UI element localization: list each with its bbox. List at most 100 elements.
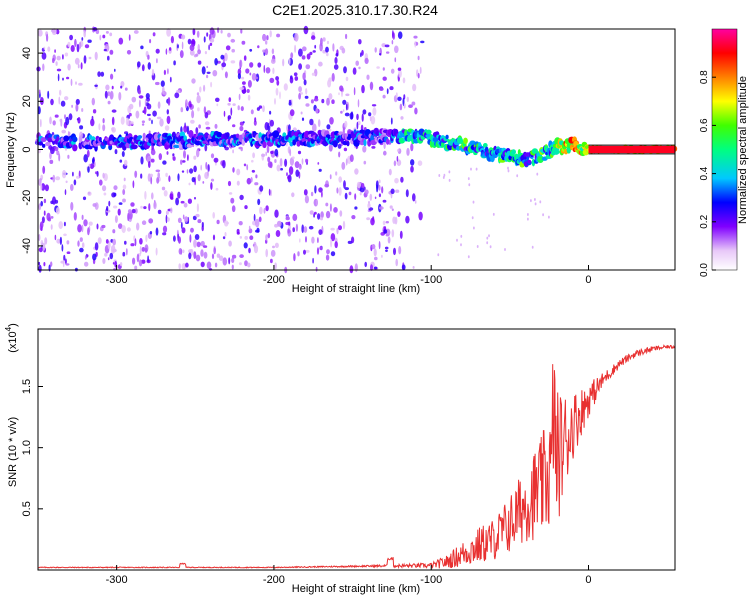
noise-speckle	[279, 158, 283, 167]
noise-speckle	[60, 100, 66, 107]
noise-speckle	[382, 94, 386, 99]
noise-speckle	[74, 38, 77, 47]
noise-speckle	[94, 51, 98, 61]
noise-speckle	[240, 28, 243, 34]
noise-speckle	[401, 264, 406, 271]
noise-speckle	[356, 121, 359, 130]
noise-speckle	[385, 249, 388, 252]
noise-speckle	[271, 48, 275, 55]
noise-speckle	[167, 217, 170, 222]
noise-speckle	[71, 104, 73, 108]
noise-speckle	[325, 202, 329, 207]
noise-speckle	[206, 71, 211, 75]
noise-speckle	[228, 192, 233, 195]
snr-scale-close: )	[7, 323, 19, 327]
noise-speckle	[230, 107, 233, 116]
noise-speckle	[223, 110, 226, 117]
noise-speckle	[120, 85, 123, 89]
noise-speckle	[413, 35, 418, 39]
noise-speckle	[312, 123, 317, 132]
spectrogram-x-label: Height of straight line (km)	[292, 283, 420, 295]
noise-speckle	[214, 123, 218, 129]
noise-speckle	[207, 170, 209, 177]
noise-speckle	[460, 243, 462, 247]
noise-speckle	[194, 196, 196, 200]
noise-speckle	[412, 83, 417, 92]
noise-speckle	[215, 97, 220, 103]
noise-speckle	[338, 225, 342, 231]
ridge-blob	[292, 139, 297, 146]
noise-speckle	[148, 203, 151, 212]
noise-speckle	[210, 81, 213, 88]
noise-speckle	[318, 168, 322, 172]
noise-speckle	[297, 150, 302, 155]
noise-speckle	[41, 52, 47, 60]
noise-speckle	[298, 63, 302, 70]
noise-speckle	[291, 156, 295, 159]
noise-speckle	[251, 73, 257, 81]
y-tick-label: 1.5	[21, 379, 33, 394]
noise-speckle	[398, 69, 402, 78]
noise-speckle	[141, 259, 146, 264]
noise-speckle	[251, 169, 256, 173]
noise-speckle	[134, 265, 138, 270]
noise-speckle	[534, 198, 536, 201]
noise-speckle	[284, 158, 288, 167]
noise-speckle	[151, 192, 154, 200]
noise-speckle	[316, 247, 320, 255]
noise-speckle	[42, 165, 46, 174]
noise-speckle	[283, 83, 288, 91]
noise-speckle	[467, 177, 470, 181]
noise-speckle	[67, 41, 71, 47]
noise-speckle	[181, 34, 186, 40]
noise-speckle	[285, 216, 290, 221]
x-tick-label: -200	[263, 574, 285, 586]
noise-speckle	[239, 87, 244, 90]
ridge-blob	[332, 140, 338, 148]
noise-speckle	[420, 40, 425, 44]
noise-speckle	[197, 219, 202, 224]
noise-speckle	[370, 115, 376, 125]
noise-speckle	[166, 115, 171, 125]
noise-speckle	[119, 159, 123, 163]
noise-speckle	[329, 203, 332, 212]
noise-speckle	[274, 242, 279, 248]
noise-speckle	[262, 105, 265, 113]
noise-speckle	[162, 232, 167, 236]
noise-speckle	[381, 186, 384, 194]
noise-speckle	[310, 99, 314, 104]
noise-speckle	[298, 164, 302, 170]
noise-speckle	[50, 261, 53, 267]
noise-speckle	[102, 185, 107, 192]
noise-speckle	[57, 73, 60, 82]
noise-speckle	[147, 62, 151, 70]
noise-speckle	[47, 90, 50, 99]
noise-speckle	[70, 78, 73, 86]
noise-speckle	[196, 241, 201, 248]
noise-speckle	[371, 146, 376, 149]
noise-speckle	[78, 82, 83, 86]
noise-speckle	[185, 262, 189, 268]
noise-speckle	[371, 244, 376, 250]
noise-speckle	[298, 86, 302, 93]
noise-speckle	[350, 111, 354, 120]
noise-speckle	[121, 225, 126, 234]
noise-speckle	[114, 68, 116, 72]
noise-speckle	[389, 86, 394, 91]
noise-speckle	[113, 192, 117, 197]
noise-speckle	[243, 55, 247, 61]
noise-speckle	[437, 253, 440, 257]
ridge-blob	[63, 135, 70, 142]
noise-speckle	[170, 207, 173, 214]
noise-speckle	[111, 85, 114, 90]
noise-speckle	[89, 163, 95, 169]
noise-speckle	[396, 155, 399, 162]
noise-speckle	[376, 184, 379, 193]
noise-speckle	[204, 121, 210, 126]
x-tick-label: -300	[106, 274, 128, 286]
noise-speckle	[308, 225, 314, 230]
noise-speckle	[200, 164, 202, 171]
noise-speckle	[183, 150, 186, 159]
noise-speckle	[448, 178, 451, 182]
